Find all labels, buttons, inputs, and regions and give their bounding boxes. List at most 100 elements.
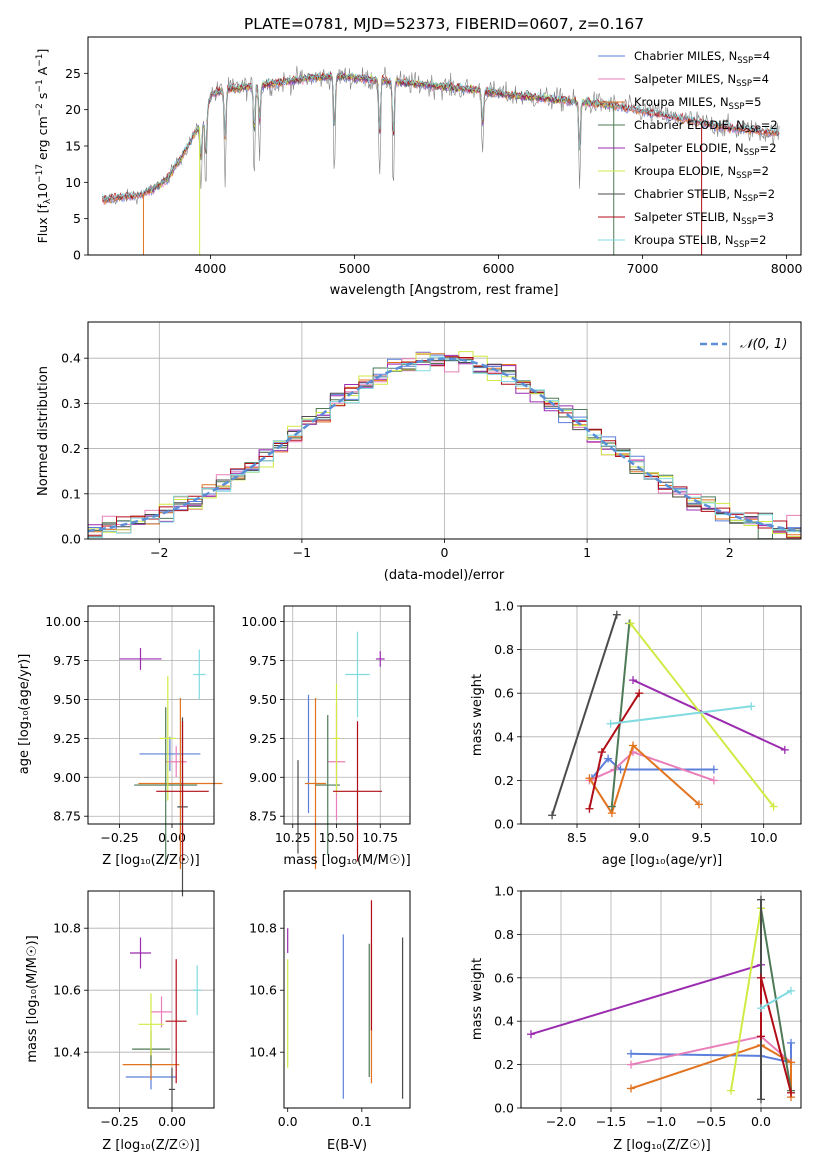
residuals-xlabel: (data-model)/error	[384, 568, 505, 583]
y-tick-label: 8.75	[249, 809, 277, 824]
mass-weight-vs-age-panel: 8.5 9.0 9.5 10.0 0.0 0.2 0.4 0.6 0.8 1.0	[494, 599, 802, 845]
y-tick-label: 8.75	[53, 809, 81, 824]
y-tick-label: 20	[65, 102, 81, 117]
mass-weight-series	[630, 1042, 792, 1064]
mass-weight-series	[629, 622, 775, 808]
y-tick-label: 0.0	[494, 1101, 514, 1116]
mass-weight-vs-Z-xlabel: Z [log₁₀(Z/Z☉)]	[613, 1138, 710, 1153]
legend-label: Salpeter ELODIE, NSSP=2	[634, 141, 777, 158]
x-tick-label: 6000	[483, 261, 515, 276]
legend-label: Kroupa STELIB, NSSP=2	[634, 233, 766, 250]
x-tick-label: −0.25	[100, 830, 138, 845]
x-tick-label: −1	[293, 545, 311, 560]
y-tick-label: 0.4	[494, 1014, 514, 1029]
x-tick-label: 0.0	[751, 1114, 771, 1129]
x-tick-label: 0.00	[158, 1114, 186, 1129]
x-tick-label: −0.25	[100, 1114, 138, 1129]
y-tick-label: 0.2	[494, 1057, 514, 1072]
mass-vs-Z-ylabel: mass [log₁₀(M/M☉)]	[25, 935, 40, 1062]
spectrum-model-line	[102, 72, 780, 205]
normal-legend-label: 𝒩(0, 1)	[740, 337, 787, 352]
age-vs-Z-xlabel: Z [log₁₀(Z/Z☉)]	[102, 853, 199, 868]
age-vs-mass-panel: 10.25 10.50 10.75 8.75 9.00 9.25 9.50 9.75 10.00	[241, 605, 411, 870]
y-tick-label: 0.8	[494, 642, 514, 657]
x-tick-label: −0.5	[696, 1114, 726, 1129]
mass-vs-Z-xlabel: Z [log₁₀(Z/Z☉)]	[102, 1138, 199, 1153]
legend-label: Chabrier STELIB, NSSP=2	[634, 187, 775, 204]
spectrum-legend: Chabrier MILES, NSSP=4 Salpeter MILES, NS…	[598, 49, 778, 250]
x-tick-label: 9.5	[691, 830, 711, 845]
y-tick-label: 9.50	[53, 692, 81, 707]
mass-weight-series	[632, 679, 786, 751]
legend-label: Salpeter STELIB, NSSP=3	[634, 210, 774, 227]
y-tick-label: 0.8	[494, 927, 514, 942]
y-tick-label: 0.3	[61, 396, 81, 411]
y-tick-label: 9.75	[53, 653, 81, 668]
panel-frame	[283, 890, 411, 1109]
x-tick-label: 1	[583, 545, 591, 560]
mass-weight-series	[630, 1044, 792, 1098]
y-tick-label: 0.0	[61, 532, 81, 547]
legend-label: Salpeter MILES, NSSP=4	[634, 72, 769, 89]
y-tick-label: 10.6	[53, 983, 81, 998]
residuals-panel: −2 −1 0 1 2 0.0 0.1 0.2 0.3 0.4 (data-model)/err…	[36, 321, 802, 583]
spectrum-data-line	[102, 65, 780, 205]
spectrum-model-line	[147, 72, 614, 193]
y-tick-label: 10.4	[249, 1045, 277, 1060]
x-tick-label: 0.00	[158, 830, 186, 845]
y-tick-label: 10.6	[249, 983, 277, 998]
x-tick-label: 2	[726, 545, 734, 560]
mass-vs-EBV-panel: 0.0 0.1 10.4 10.6 10.8	[249, 890, 411, 1129]
y-tick-label: 10.4	[53, 1045, 81, 1060]
residuals-ylabel: Normed distribution	[36, 366, 51, 496]
y-tick-label: 0	[73, 248, 81, 263]
mass-vs-Z-panel: −0.25 0.00 10.4 10.6 10.8	[53, 890, 215, 1129]
y-tick-label: 1.0	[494, 599, 514, 614]
x-tick-label: −2	[150, 545, 168, 560]
spectrum-xlabel: wavelength [Angstrom, rest frame]	[330, 283, 559, 298]
age-vs-Z-ylabel: age [log₁₀(age/yr)]	[17, 654, 32, 775]
y-tick-label: 1.0	[494, 884, 514, 899]
x-tick-label: 10.25	[275, 830, 311, 845]
mass-weight-series	[760, 989, 792, 1010]
y-tick-label: 5	[73, 211, 81, 226]
y-tick-label: 10.8	[53, 921, 81, 936]
panel-frame	[87, 890, 215, 1109]
y-tick-label: 9.00	[53, 770, 81, 785]
legend-label: Chabrier MILES, NSSP=4	[634, 49, 770, 66]
spectrum-ylabel: Flux [fλ10−17 erg cm−2 s−1 A−1]	[35, 49, 53, 244]
x-tick-label: 10.75	[362, 830, 398, 845]
y-tick-label: 0.4	[61, 351, 81, 366]
y-tick-label: 0.6	[494, 686, 514, 701]
legend-label: Kroupa ELODIE, NSSP=2	[634, 164, 769, 181]
y-tick-label: 0.1	[61, 486, 81, 501]
legend-label: Kroupa MILES, NSSP=5	[634, 95, 761, 112]
mass-weight-series	[730, 908, 762, 1091]
mass-weight-series	[588, 743, 700, 816]
panel-frame	[283, 605, 411, 825]
y-tick-label: 9.00	[249, 770, 277, 785]
y-tick-label: 9.75	[249, 653, 277, 668]
x-tick-label: 7000	[627, 261, 659, 276]
y-tick-label: 10.00	[45, 614, 81, 629]
panel-frame	[520, 605, 802, 825]
mass-weight-vs-age-xlabel: age [log₁₀(age/yr)]	[602, 853, 723, 868]
age-vs-Z-panel: −0.25 0.00 8.75 9.00 9.25 9.50 9.75 10.00	[45, 605, 223, 897]
mass-weight-vs-age-ylabel: mass weight	[470, 674, 485, 756]
mass-weight-vs-Z-ylabel: mass weight	[470, 958, 485, 1040]
x-tick-label: 10.0	[750, 830, 778, 845]
x-tick-label: 4000	[195, 261, 227, 276]
normal-curve	[87, 357, 802, 533]
mass-weight-series	[530, 963, 762, 1036]
y-tick-label: 0.0	[494, 817, 514, 832]
x-tick-label: 0	[441, 545, 449, 560]
y-tick-label: 9.50	[249, 692, 277, 707]
x-tick-label: 8.5	[567, 830, 587, 845]
y-tick-label: 0.4	[494, 729, 514, 744]
spectrum-panel: 4000 5000 6000 7000 8000 0 5 10 15 20 25 waveleng…	[35, 36, 803, 298]
x-tick-label: 0.0	[278, 1114, 298, 1129]
y-tick-label: 0.2	[494, 773, 514, 788]
y-tick-label: 10.8	[249, 921, 277, 936]
x-tick-label: −2.0	[546, 1114, 576, 1129]
